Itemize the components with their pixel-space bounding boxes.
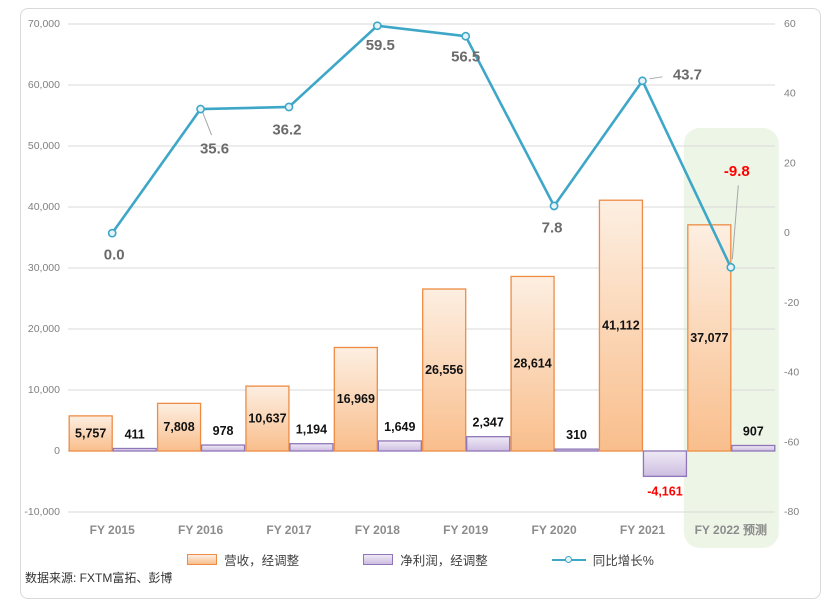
- revenue-value-label: 16,969: [337, 392, 375, 406]
- revenue-bar: [510, 275, 555, 452]
- net-profit-bar: [466, 436, 511, 452]
- data-source-note: 数据来源: FXTM富拓、彭博: [25, 571, 173, 585]
- left-axis-tick-label: 20,000: [28, 323, 60, 335]
- revenue-bar: [245, 385, 290, 452]
- revenue-bar: [422, 288, 467, 452]
- net-profit-value-label: 1,649: [384, 420, 415, 434]
- revenue-value-label: 41,112: [602, 319, 640, 333]
- right-axis-tick-label: 20: [784, 157, 796, 169]
- growth-point-marker: [726, 262, 736, 272]
- x-axis-category-label: FY 2022 预测: [695, 522, 767, 537]
- left-axis-tick-label: 70,000: [28, 18, 60, 30]
- yoy-growth-line: [110, 24, 733, 269]
- net-profit-bar: [289, 443, 334, 452]
- legend-label-yoy-growth: 同比增长%: [592, 554, 654, 568]
- left-axis-tick-label: 60,000: [28, 79, 60, 91]
- revenue-bar: [687, 224, 732, 452]
- legend-label-net-profit: 净利润，经调整: [400, 554, 488, 568]
- x-axis-category-label: FY 2018: [355, 523, 400, 537]
- net-profit-value-label: 978: [213, 424, 234, 438]
- net-profit-bar: [554, 448, 599, 452]
- right-axis-tick-label: -40: [784, 367, 799, 379]
- net-profit-bar: [642, 450, 688, 478]
- right-axis-tick-label: -80: [784, 506, 799, 518]
- yoy-growth-line-swatch-icon: [551, 554, 586, 566]
- right-axis-tick-label: -60: [784, 436, 799, 448]
- net-profit-value-label: 411: [125, 427, 145, 441]
- yoy-growth-value-label: 35.6: [200, 141, 229, 158]
- legend-item-yoy-growth: 同比增长%: [551, 550, 654, 569]
- label-leader-line: [202, 111, 213, 136]
- revenue-swatch-icon: [187, 554, 218, 565]
- yoy-growth-value-label: 36.2: [272, 121, 301, 138]
- right-axis-tick-label: 60: [784, 18, 796, 30]
- right-axis-tick-label: -20: [784, 297, 799, 309]
- net-profit-value-label: -4,161: [647, 484, 682, 498]
- left-axis-tick-label: 50,000: [28, 140, 60, 152]
- yoy-growth-value-label: 0.0: [104, 247, 125, 264]
- growth-point-marker: [461, 31, 471, 41]
- x-axis-category-label: FY 2021: [620, 523, 665, 537]
- growth-point-marker: [372, 21, 382, 31]
- net-profit-value-label: 1,194: [296, 423, 327, 437]
- legend-label-revenue: 营收，经调整: [224, 554, 300, 568]
- revenue-bar: [68, 415, 113, 452]
- x-axis-category-label: FY 2016: [178, 523, 223, 537]
- growth-point-marker: [638, 76, 647, 86]
- revenue-value-label: 7,808: [163, 420, 194, 434]
- net-profit-bar: [377, 440, 422, 452]
- revenue-bar: [156, 402, 202, 452]
- x-axis-category-label: FY 2019: [443, 523, 488, 537]
- revenue-bar: [598, 199, 644, 452]
- yoy-growth-value-label: 59.5: [366, 37, 395, 54]
- net-profit-bar: [731, 444, 776, 452]
- growth-point-marker: [107, 228, 117, 238]
- yoy-growth-value-label: -9.8: [724, 163, 750, 180]
- net-profit-value-label: 907: [743, 424, 764, 438]
- left-axis-tick-label: 0: [54, 445, 60, 457]
- x-axis-category-label: FY 2017: [266, 523, 311, 537]
- right-axis-tick-label: 0: [784, 227, 790, 239]
- x-axis-category-label: FY 2020: [531, 523, 576, 537]
- yoy-growth-value-label: 7.8: [542, 219, 563, 236]
- growth-point-marker: [549, 201, 559, 211]
- revenue-value-label: 26,556: [425, 363, 463, 377]
- growth-point-marker: [196, 104, 205, 114]
- net-profit-bar: [112, 447, 157, 452]
- left-axis-tick-label: 30,000: [28, 262, 60, 274]
- right-axis-tick-label: 40: [784, 88, 796, 100]
- label-leader-line: [649, 76, 663, 80]
- net-profit-value-label: 310: [566, 428, 587, 442]
- net-profit-swatch-icon: [363, 554, 394, 565]
- legend-item-net-profit: 净利润，经调整: [363, 550, 488, 569]
- yoy-growth-value-label: 43.7: [673, 66, 702, 83]
- revenue-value-label: 37,077: [690, 331, 728, 345]
- left-axis-tick-label: -10,000: [24, 506, 60, 518]
- legend: 营收，经调整 净利润，经调整 同比增长%: [20, 550, 821, 569]
- yoy-growth-value-label: 56.5: [451, 49, 480, 66]
- net-profit-bar: [200, 444, 246, 452]
- legend-item-revenue: 营收，经调整: [187, 550, 299, 569]
- revenue-value-label: 28,614: [513, 357, 551, 371]
- revenue-bar: [333, 346, 378, 452]
- growth-point-marker: [284, 102, 294, 112]
- net-profit-value-label: 2,347: [473, 416, 504, 430]
- left-axis-tick-label: 40,000: [28, 201, 60, 213]
- revenue-value-label: 5,757: [75, 426, 106, 440]
- left-axis-tick-label: 10,000: [28, 384, 60, 396]
- label-leader-line: [731, 185, 739, 260]
- revenue-value-label: 10,637: [248, 412, 286, 426]
- x-axis-category-label: FY 2015: [90, 523, 135, 537]
